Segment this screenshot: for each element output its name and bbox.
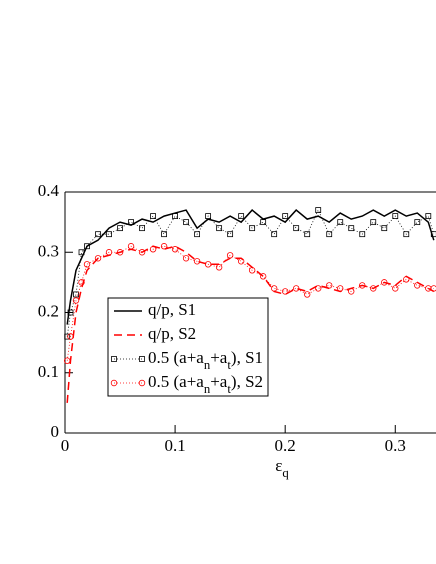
point	[149, 246, 157, 253]
point	[182, 255, 190, 262]
point	[117, 225, 123, 232]
point	[67, 309, 74, 316]
point	[139, 356, 145, 362]
point	[64, 333, 71, 340]
y-tick-label: 0.2	[38, 301, 59, 320]
point	[326, 231, 333, 238]
point	[106, 231, 112, 238]
point	[204, 261, 212, 268]
point	[359, 231, 366, 238]
point	[293, 225, 300, 232]
legend-label: q/p, S1	[148, 300, 196, 319]
legend-label: 0.5 (a+an+at), S1	[148, 348, 263, 372]
point	[172, 213, 178, 220]
point	[414, 282, 421, 289]
point	[84, 243, 90, 250]
point	[205, 213, 212, 220]
y-tick-label: 0.4	[38, 181, 60, 200]
point	[237, 258, 245, 265]
point	[160, 243, 168, 250]
point	[414, 219, 421, 226]
point	[370, 285, 377, 292]
point	[403, 231, 410, 238]
point	[381, 225, 388, 232]
series-line	[66, 245, 434, 361]
point	[271, 231, 278, 238]
point	[348, 225, 355, 232]
series-line	[66, 209, 435, 325]
point	[128, 219, 134, 226]
point	[381, 279, 388, 286]
y-tick-label: 0.3	[38, 241, 59, 260]
point	[260, 219, 267, 226]
point	[430, 231, 436, 238]
y-tick-label: 0	[51, 422, 60, 441]
legend-label: q/p, S2	[148, 324, 196, 343]
y-tick-label: 0.1	[38, 362, 59, 381]
point	[304, 231, 311, 238]
point	[392, 213, 399, 220]
point	[116, 249, 124, 256]
point	[73, 291, 79, 298]
plot-area	[64, 207, 436, 403]
point	[337, 285, 344, 292]
point	[111, 356, 117, 362]
point	[139, 225, 145, 232]
point	[67, 333, 74, 340]
x-tick-label: 0.1	[164, 436, 185, 455]
point	[315, 285, 322, 292]
legend-label: 0.5 (a+an+at), S2	[148, 372, 263, 396]
point	[127, 243, 135, 250]
point	[78, 279, 85, 286]
point	[110, 379, 118, 387]
point	[430, 285, 436, 292]
point	[348, 288, 355, 295]
x-tick-label: 0.3	[385, 436, 406, 455]
point	[248, 267, 256, 274]
point	[238, 213, 245, 220]
point	[259, 273, 267, 280]
point	[292, 285, 300, 292]
point	[281, 288, 289, 295]
point	[138, 379, 146, 387]
point	[105, 249, 113, 256]
point	[95, 231, 101, 238]
point	[227, 231, 234, 238]
point	[64, 357, 71, 364]
point	[425, 213, 432, 220]
point	[216, 225, 223, 232]
point	[138, 249, 146, 256]
point	[337, 219, 344, 226]
legend-box	[107, 297, 269, 397]
point	[359, 282, 366, 289]
point	[215, 264, 223, 271]
point	[326, 282, 333, 289]
point	[94, 255, 102, 262]
x-tick-label: 0.2	[275, 436, 296, 455]
point	[226, 252, 234, 259]
point	[193, 258, 201, 265]
point	[249, 225, 256, 232]
x-tick-label: 0	[61, 436, 70, 455]
point	[282, 213, 289, 220]
point	[315, 207, 322, 213]
point	[171, 246, 179, 253]
point	[392, 285, 399, 292]
point	[403, 276, 410, 283]
point	[303, 291, 311, 298]
point	[72, 297, 80, 304]
point	[194, 231, 201, 238]
point	[83, 261, 91, 268]
point	[270, 285, 278, 292]
point	[370, 219, 377, 226]
point	[78, 249, 85, 256]
legend: q/p, S1 q/p, S2 0.5 (a+an+at), S10.5 (a+an…	[107, 297, 269, 397]
point	[150, 213, 156, 220]
point	[183, 219, 189, 226]
x-axis-label: εq	[275, 456, 289, 480]
point	[161, 231, 167, 238]
